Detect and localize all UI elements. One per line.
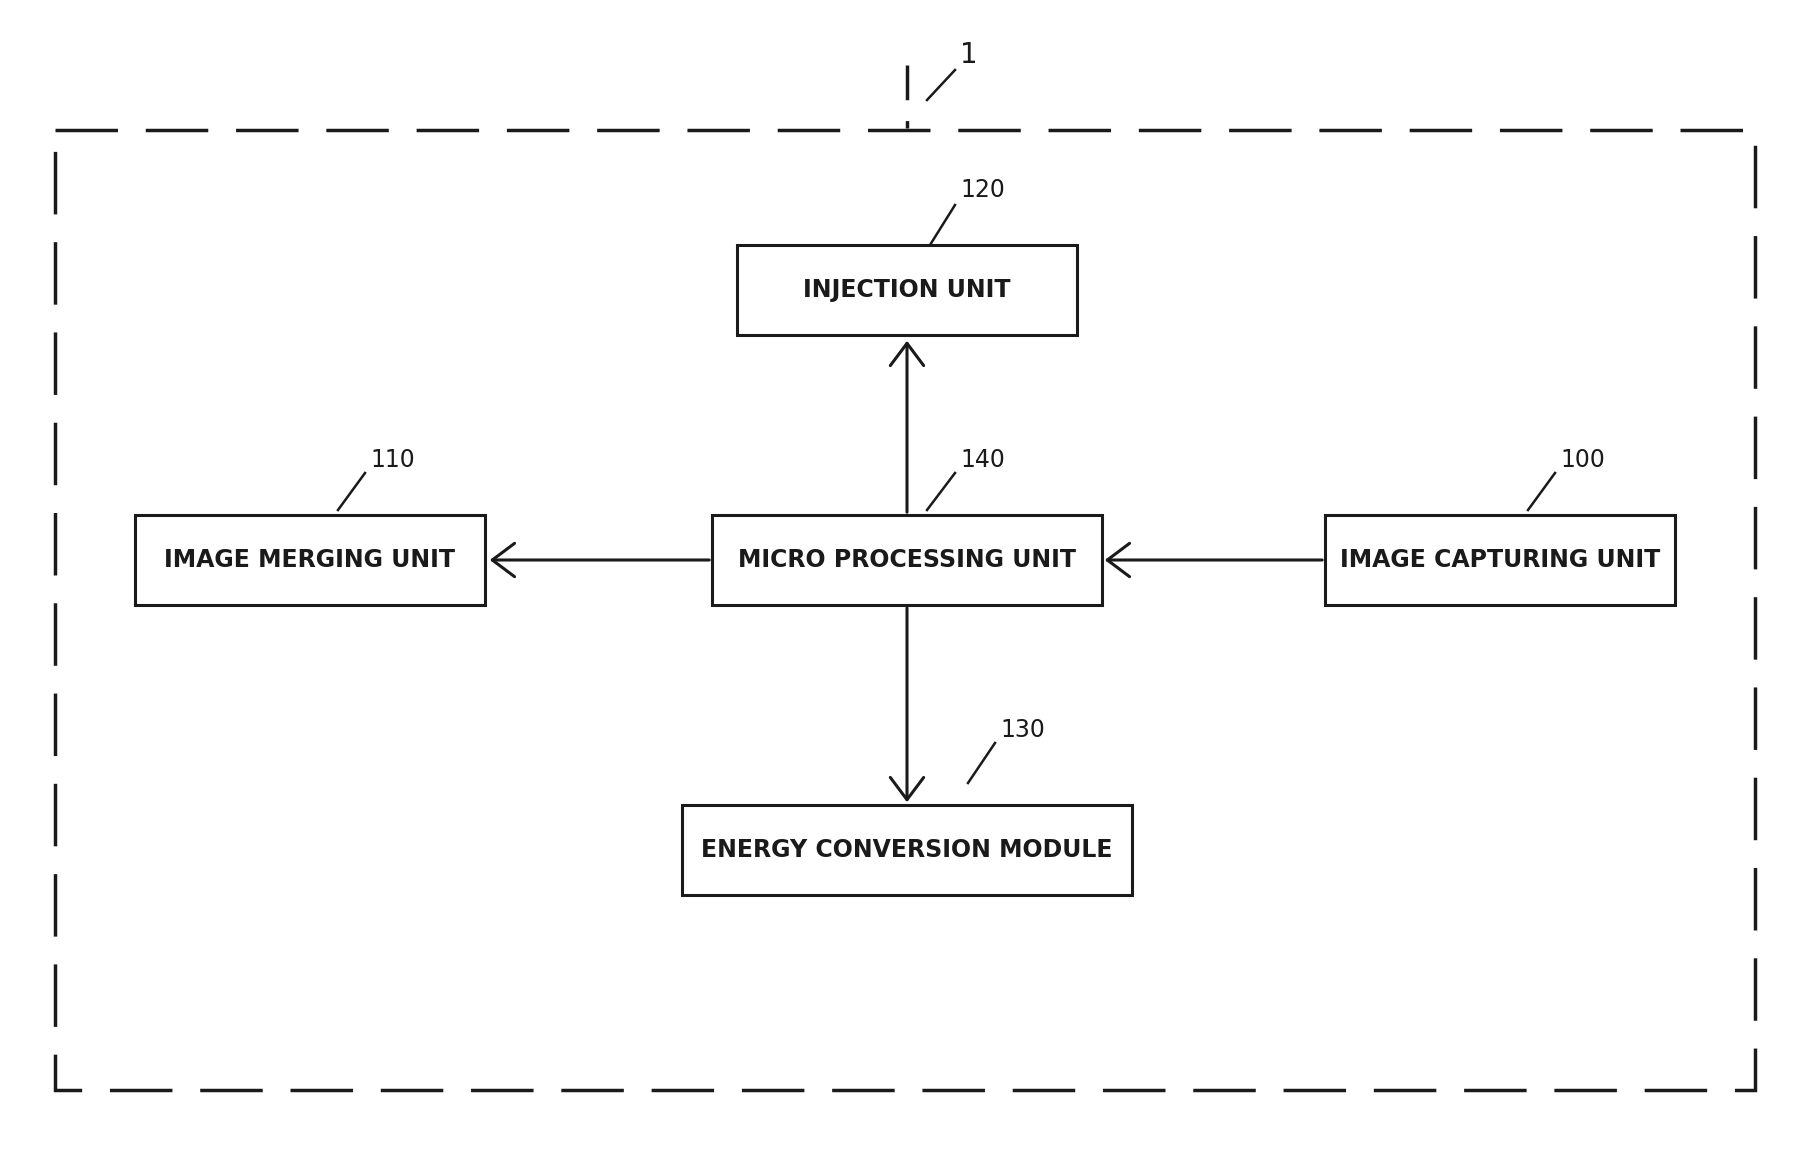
Text: ENERGY CONVERSION MODULE: ENERGY CONVERSION MODULE — [702, 838, 1112, 862]
Bar — [54, 130, 1754, 1090]
Text: 1: 1 — [960, 41, 978, 69]
Text: 110: 110 — [370, 448, 415, 471]
Bar — [682, 805, 1132, 895]
Text: INJECTION UNIT: INJECTION UNIT — [804, 278, 1010, 302]
Text: 120: 120 — [960, 179, 1005, 202]
Text: 140: 140 — [960, 448, 1005, 471]
Text: 130: 130 — [1000, 718, 1045, 742]
Text: 100: 100 — [1560, 448, 1605, 471]
Bar — [713, 515, 1101, 605]
Bar — [736, 245, 1078, 335]
Text: IMAGE MERGING UNIT: IMAGE MERGING UNIT — [165, 548, 455, 572]
Text: MICRO PROCESSING UNIT: MICRO PROCESSING UNIT — [738, 548, 1076, 572]
Bar — [1324, 515, 1674, 605]
Text: IMAGE CAPTURING UNIT: IMAGE CAPTURING UNIT — [1341, 548, 1660, 572]
Bar — [134, 515, 484, 605]
